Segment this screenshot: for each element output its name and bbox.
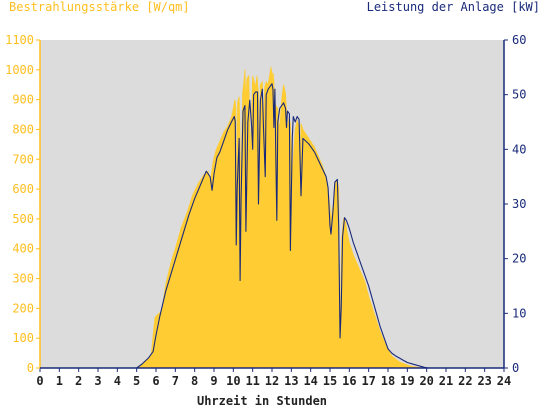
x-tick-label: 20 [419, 374, 433, 388]
y-left-tick-label: 300 [12, 272, 34, 286]
series-layer [40, 66, 504, 369]
x-tick-label: 17 [361, 374, 375, 388]
y-left-tick-label: 100 [12, 331, 34, 345]
y-left-tick-label: 700 [12, 152, 34, 166]
x-tick-label: 11 [245, 374, 259, 388]
y-right-tick-label: 0 [512, 361, 519, 375]
x-axis-label: Uhrzeit in Stunden [197, 394, 327, 408]
y-left-tick-label: 800 [12, 122, 34, 136]
x-tick-label: 4 [114, 374, 121, 388]
y-left-tick-label: 500 [12, 212, 34, 226]
x-tick-label: 3 [94, 374, 101, 388]
left-axis-title: Bestrahlungsstärke [W/qm] [9, 0, 190, 14]
y-right-tick-label: 20 [512, 252, 526, 266]
x-tick-label: 22 [458, 374, 472, 388]
y-left-tick-label: 0 [27, 361, 34, 375]
y-right-tick-label: 30 [512, 197, 526, 211]
y-left-tick-label: 1000 [5, 63, 34, 77]
x-tick-label: 9 [210, 374, 217, 388]
y-right-tick-label: 50 [512, 88, 526, 102]
y-right-tick-label: 40 [512, 142, 526, 156]
y-right-tick-label: 10 [512, 306, 526, 320]
irradiance-area [40, 66, 504, 369]
x-tick-label: 1 [56, 374, 63, 388]
x-tick-label: 18 [381, 374, 395, 388]
x-tick-label: 6 [152, 374, 159, 388]
x-tick-label: 10 [226, 374, 240, 388]
x-tick-label: 21 [439, 374, 453, 388]
x-tick-label: 23 [477, 374, 491, 388]
x-tick-label: 13 [284, 374, 298, 388]
x-tick-label: 2 [75, 374, 82, 388]
y-left-tick-label: 400 [12, 242, 34, 256]
y-left-tick-label: 1100 [5, 33, 34, 47]
x-tick-label: 8 [191, 374, 198, 388]
power-line [40, 83, 504, 369]
y-left-tick-label: 900 [12, 93, 34, 107]
y-right-tick-label: 60 [512, 33, 526, 47]
x-tick-label: 5 [133, 374, 140, 388]
right-axis-title: Leistung der Anlage [kW] [367, 0, 540, 14]
x-tick-label: 24 [497, 374, 511, 388]
x-tick-label: 19 [400, 374, 414, 388]
x-tick-label: 14 [303, 374, 317, 388]
y-left-tick-label: 600 [12, 182, 34, 196]
x-tick-label: 15 [323, 374, 337, 388]
x-tick-label: 0 [36, 374, 43, 388]
ticks-layer: 0 1 2 3 4 5 6 7 8 9 10 11 12 13 14 15 16 17 18 19 20 21 22 23 24… [5, 33, 526, 388]
x-tick-label: 16 [342, 374, 356, 388]
x-tick-label: 7 [172, 374, 179, 388]
y-left-tick-label: 200 [12, 301, 34, 315]
x-tick-label: 12 [265, 374, 279, 388]
